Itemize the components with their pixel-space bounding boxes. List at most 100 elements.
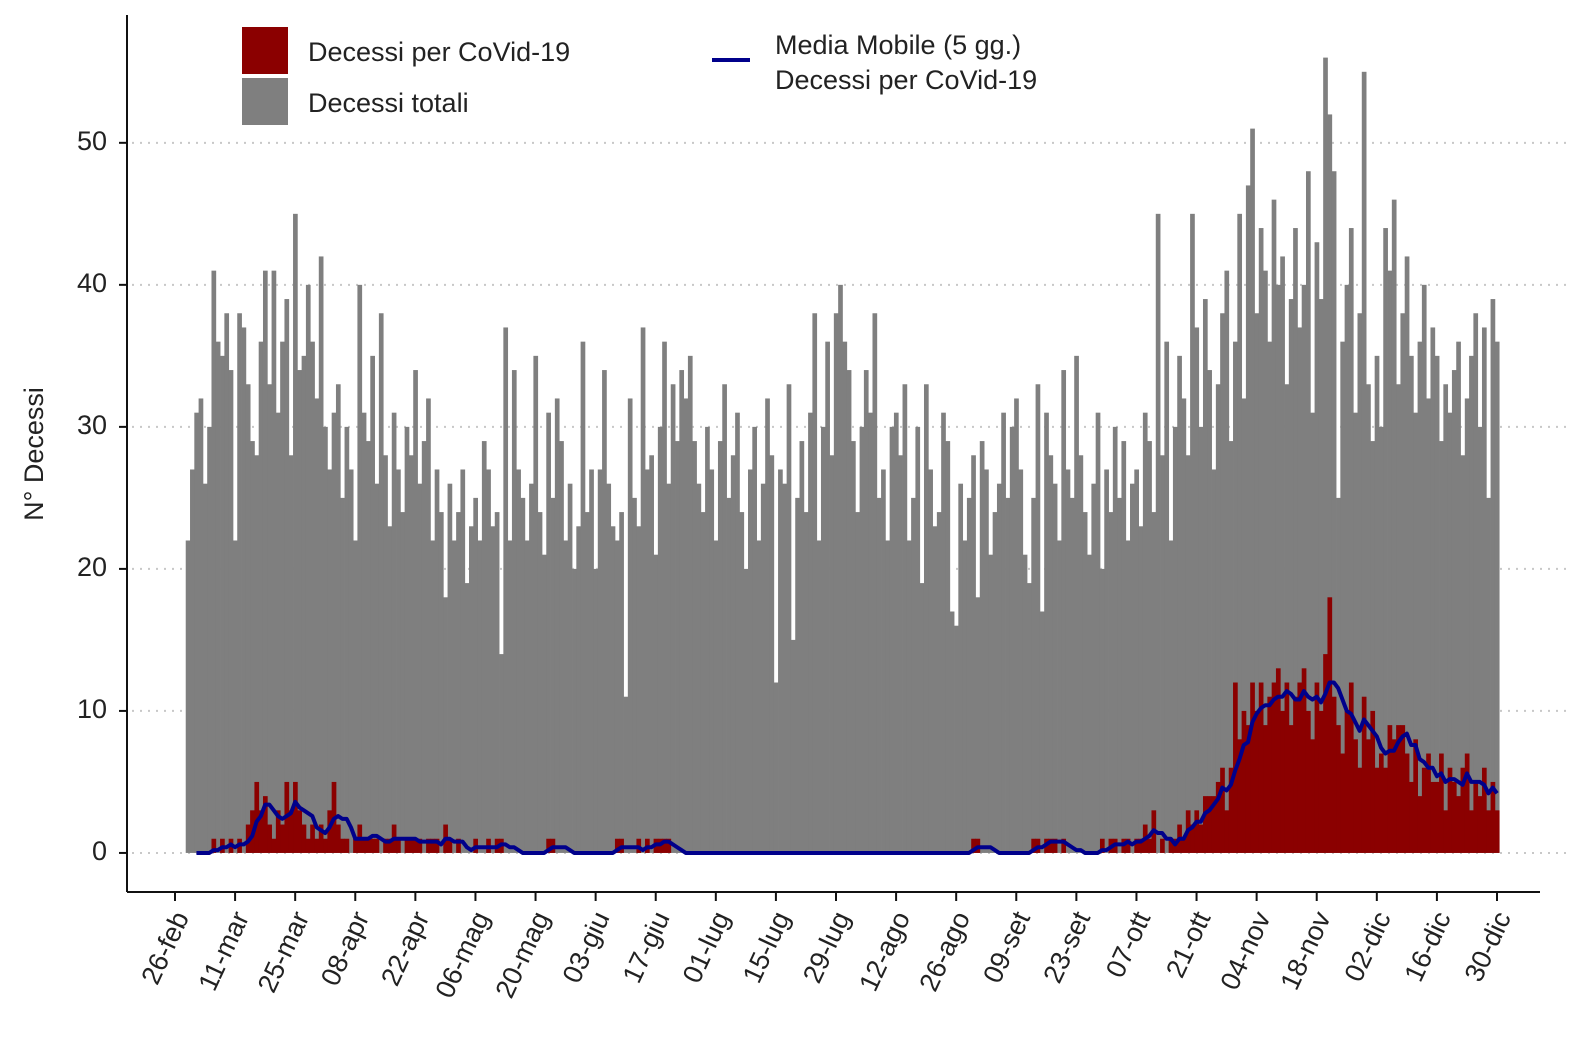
bar <box>293 781 298 853</box>
x-tick-label: 17-giu <box>617 907 676 988</box>
bar <box>649 455 654 853</box>
bar <box>868 412 873 853</box>
bar <box>666 483 672 853</box>
bar <box>194 412 200 853</box>
bar <box>447 838 453 853</box>
bar <box>408 838 414 853</box>
bar <box>1224 810 1230 853</box>
bar <box>387 838 393 853</box>
bar <box>1014 398 1019 853</box>
bar <box>327 469 333 853</box>
bar <box>1473 313 1479 853</box>
bar <box>1190 213 1195 853</box>
bar <box>666 838 672 853</box>
bar <box>447 483 453 853</box>
bar <box>366 838 371 853</box>
bar <box>310 824 315 853</box>
bar <box>1134 838 1140 853</box>
bar <box>833 313 839 853</box>
bar <box>456 512 461 853</box>
bar <box>1378 426 1384 853</box>
bar <box>516 469 521 853</box>
bar <box>1366 739 1371 853</box>
bar <box>383 838 388 853</box>
x-tick-label: 21-ott <box>1160 906 1217 982</box>
bar <box>928 469 933 853</box>
bar <box>1323 57 1328 853</box>
bar <box>812 313 818 853</box>
bar <box>1447 767 1453 853</box>
bar <box>1387 270 1393 853</box>
bar <box>546 838 551 853</box>
bar <box>782 483 788 853</box>
bar <box>1413 412 1418 853</box>
bar <box>1391 199 1397 853</box>
bar <box>1439 753 1444 853</box>
bar <box>1477 796 1483 853</box>
bar <box>541 554 547 853</box>
bar <box>855 512 861 853</box>
bar <box>1198 824 1204 853</box>
bar <box>464 583 470 853</box>
bar <box>404 426 410 853</box>
bar <box>790 639 796 853</box>
bar <box>1434 781 1440 853</box>
bar <box>1241 398 1247 853</box>
bar <box>584 512 590 853</box>
bar <box>958 483 964 853</box>
bar <box>374 838 380 853</box>
bar <box>567 483 573 853</box>
x-tick-label: 29-lug <box>797 907 856 988</box>
bar <box>1125 540 1131 853</box>
bar <box>215 341 221 853</box>
bar <box>799 441 805 853</box>
bar <box>318 256 324 853</box>
bar <box>198 398 204 853</box>
bar <box>1275 668 1281 853</box>
bar <box>979 441 985 853</box>
bar <box>1228 441 1234 853</box>
x-tick-label: 18-nov <box>1275 906 1337 994</box>
bar <box>1099 838 1105 853</box>
bar <box>456 838 461 853</box>
y-tick-label: 40 <box>77 268 107 298</box>
bar <box>1207 370 1212 853</box>
bar <box>820 426 826 853</box>
x-tick-label: 02-dic <box>1338 907 1396 986</box>
bar <box>1155 213 1161 853</box>
bar <box>1370 710 1376 853</box>
bar <box>262 796 268 853</box>
bar <box>335 384 341 853</box>
bar <box>1095 412 1101 853</box>
bar <box>675 441 680 853</box>
bar <box>451 540 457 853</box>
bar <box>550 497 556 853</box>
bar <box>323 838 328 853</box>
bar <box>1250 128 1255 853</box>
bar <box>1456 341 1461 853</box>
moving-average-line <box>196 680 1499 855</box>
bar <box>730 455 736 853</box>
bar <box>1185 455 1191 853</box>
bar <box>190 469 195 853</box>
bar <box>859 426 865 853</box>
bar <box>1426 398 1431 853</box>
bar <box>434 838 440 853</box>
bar <box>1134 469 1140 853</box>
bar <box>473 497 479 853</box>
bar <box>1142 412 1148 853</box>
bar <box>1439 441 1444 853</box>
bar <box>1031 497 1036 853</box>
bar <box>1426 753 1431 853</box>
bar <box>778 469 783 853</box>
bar <box>378 313 384 853</box>
bar <box>1361 71 1367 853</box>
bar <box>1254 313 1260 853</box>
bar <box>1271 199 1277 853</box>
bar <box>1280 710 1285 853</box>
bar <box>610 526 616 853</box>
bar <box>889 426 895 853</box>
bar <box>1374 767 1380 853</box>
bar <box>314 838 320 853</box>
bar <box>1099 568 1105 853</box>
